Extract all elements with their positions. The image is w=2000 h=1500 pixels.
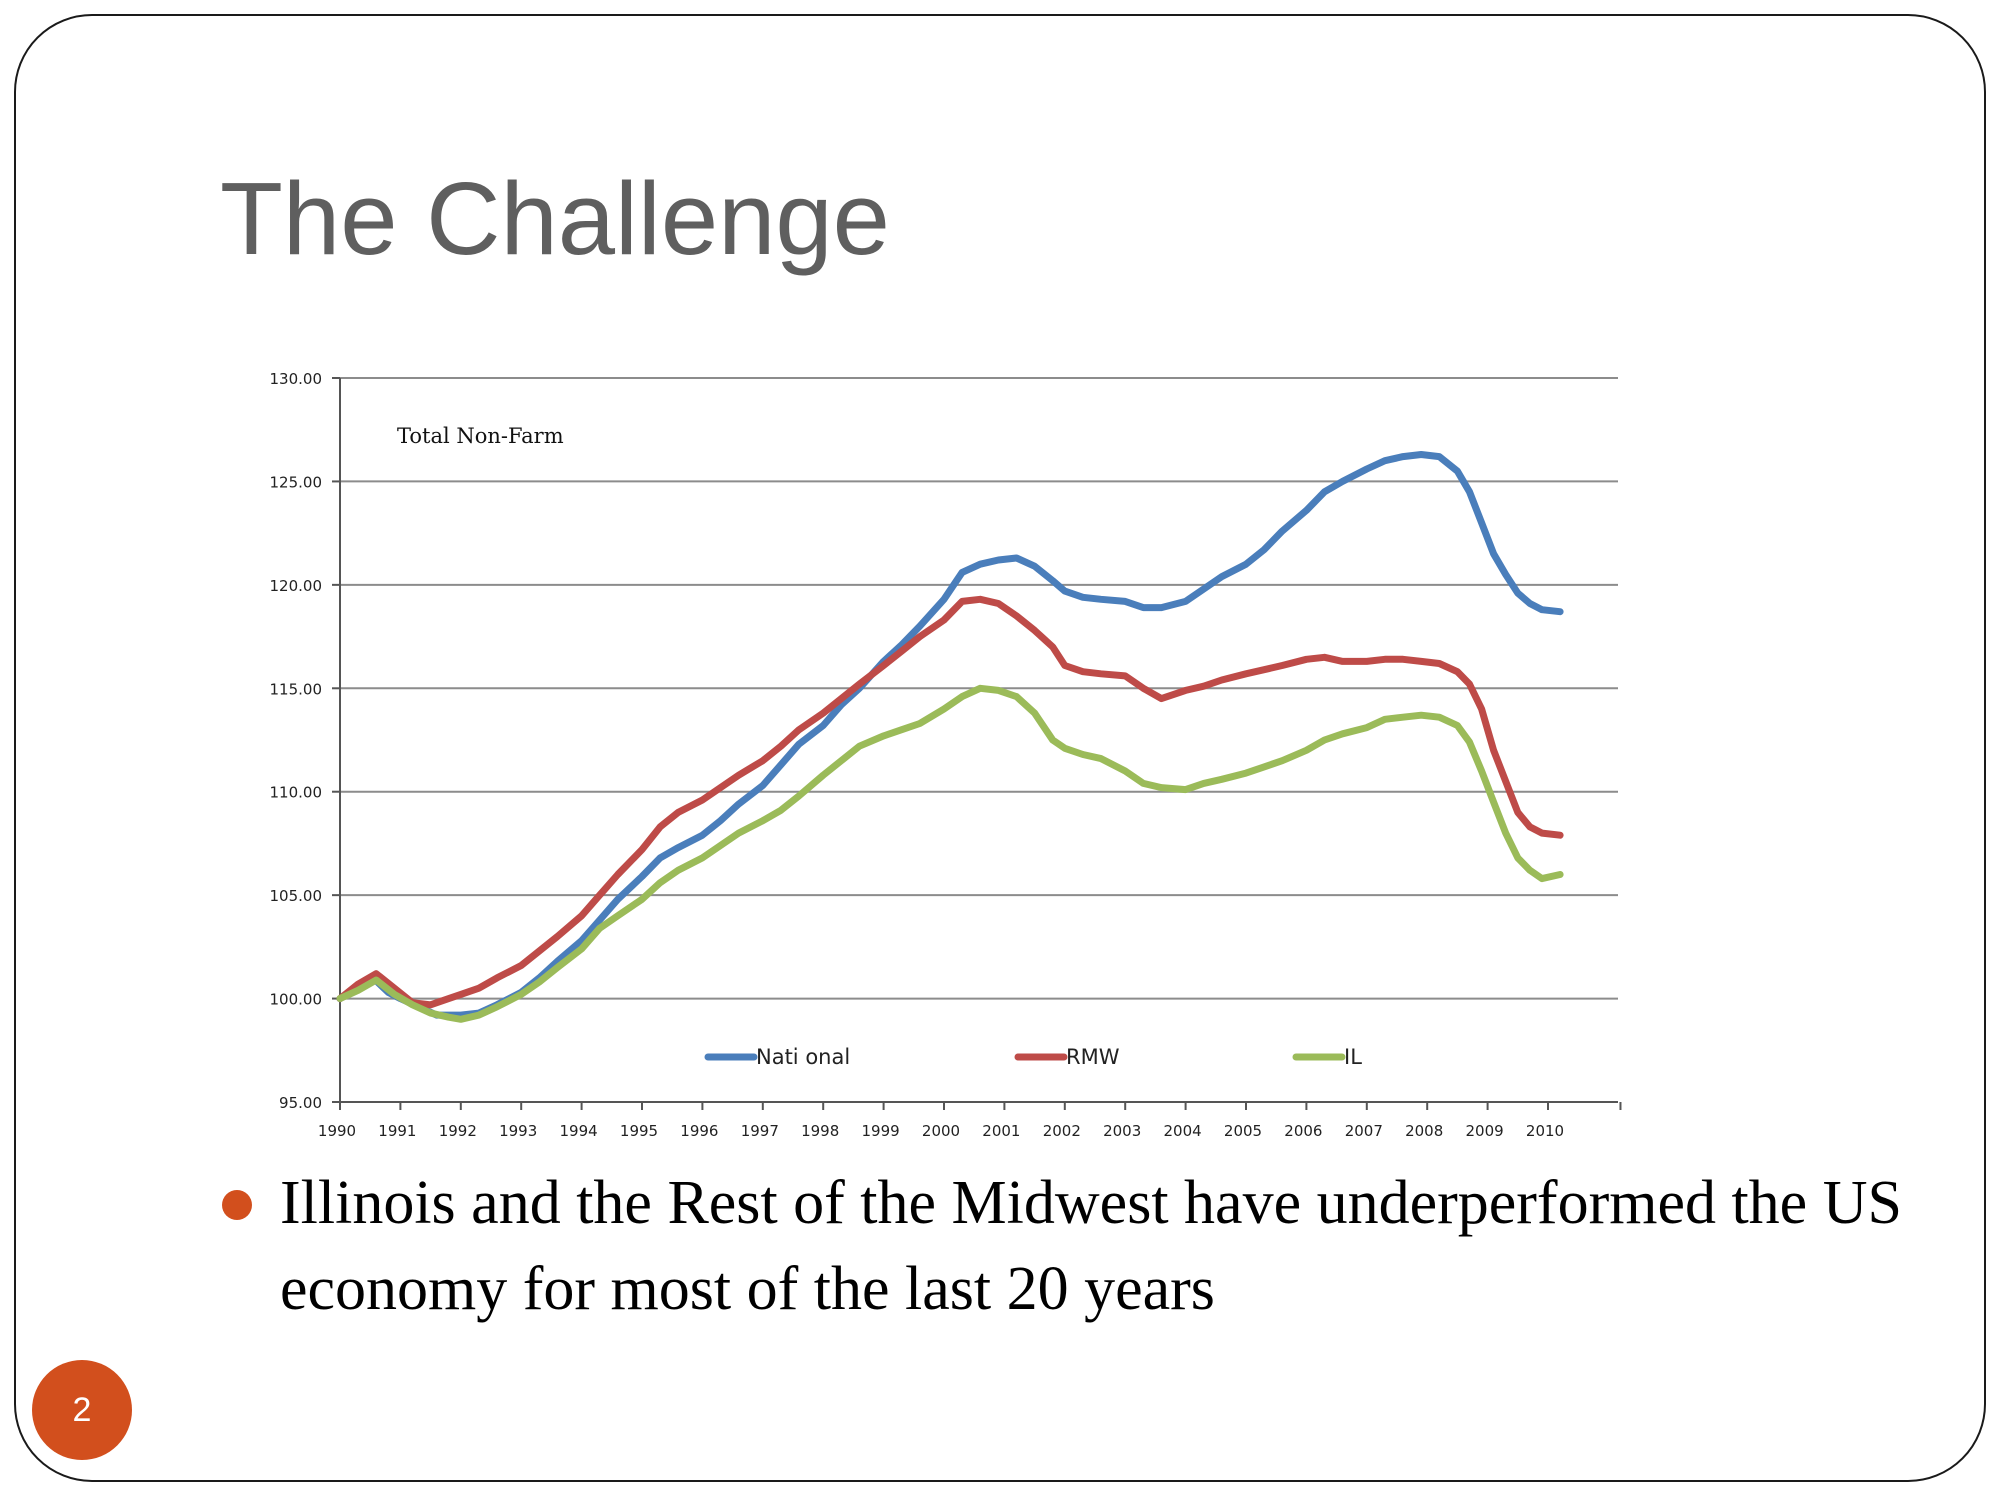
x-tick-label: 2004	[1164, 1122, 1202, 1140]
chart-gridlines	[340, 377, 1618, 1000]
y-tick-label: 110.00	[270, 784, 323, 802]
y-tick-label: 105.00	[270, 887, 323, 905]
series-line-rmw	[336, 595, 1564, 1009]
chart-series	[336, 451, 1564, 1023]
x-tick-label: 2010	[1526, 1122, 1564, 1140]
series-line-il	[336, 684, 1564, 1023]
x-tick-label: 1993	[499, 1122, 537, 1140]
x-tick-label: 1997	[741, 1122, 779, 1140]
x-tick-label: 1992	[439, 1122, 477, 1140]
chart-legend: Nati onal RMW IL	[704, 1045, 1362, 1069]
x-tick-label: 1994	[560, 1122, 598, 1140]
bullet-dot-icon	[222, 1190, 252, 1220]
x-tick-label: 2008	[1405, 1122, 1443, 1140]
x-tick-label: 1990	[318, 1122, 356, 1140]
chart-title: Total Non-Farm	[397, 424, 564, 448]
x-tick-label: 2003	[1103, 1122, 1141, 1140]
x-tick-label: 2007	[1345, 1122, 1383, 1140]
bullet-text: Illinois and the Rest of the Midwest hav…	[280, 1169, 1902, 1323]
x-tick-label: 1999	[862, 1122, 900, 1140]
y-tick-label: 120.00	[270, 577, 323, 595]
x-tick-label: 2006	[1284, 1122, 1322, 1140]
y-tick-label: 100.00	[270, 991, 323, 1009]
x-tick-label: 2005	[1224, 1122, 1262, 1140]
slide-frame	[14, 14, 1986, 1482]
slide-title: The Challenge	[220, 161, 890, 276]
y-tick-label: 95.00	[279, 1094, 322, 1112]
y-tick-label: 115.00	[270, 680, 323, 698]
legend-label: RMW	[1066, 1045, 1120, 1069]
x-tick-label: 2002	[1043, 1122, 1081, 1140]
x-tick-label: 2001	[982, 1122, 1020, 1140]
x-tick-label: 1996	[680, 1122, 718, 1140]
legend-label: Nati onal	[756, 1045, 850, 1069]
y-tick-label: 125.00	[270, 473, 323, 491]
series-line-nati-onal	[336, 451, 1564, 1019]
bullet-list: Illinois and the Rest of the Midwest hav…	[222, 1160, 1902, 1332]
x-tick-label: 2000	[922, 1122, 960, 1140]
y-tick-label: 130.00	[270, 370, 323, 388]
x-tick-label: 1998	[801, 1122, 839, 1140]
legend-label: IL	[1344, 1045, 1362, 1069]
x-tick-label: 1995	[620, 1122, 658, 1140]
chart-axes: 95.00 100.00 105.00 110.00 115.00 120.00 125.0…	[270, 370, 1622, 1140]
page-number-badge: 2	[32, 1360, 132, 1460]
x-tick-label: 1991	[378, 1122, 416, 1140]
bullet-item: Illinois and the Rest of the Midwest hav…	[222, 1160, 1902, 1332]
x-tick-label: 2009	[1466, 1122, 1504, 1140]
